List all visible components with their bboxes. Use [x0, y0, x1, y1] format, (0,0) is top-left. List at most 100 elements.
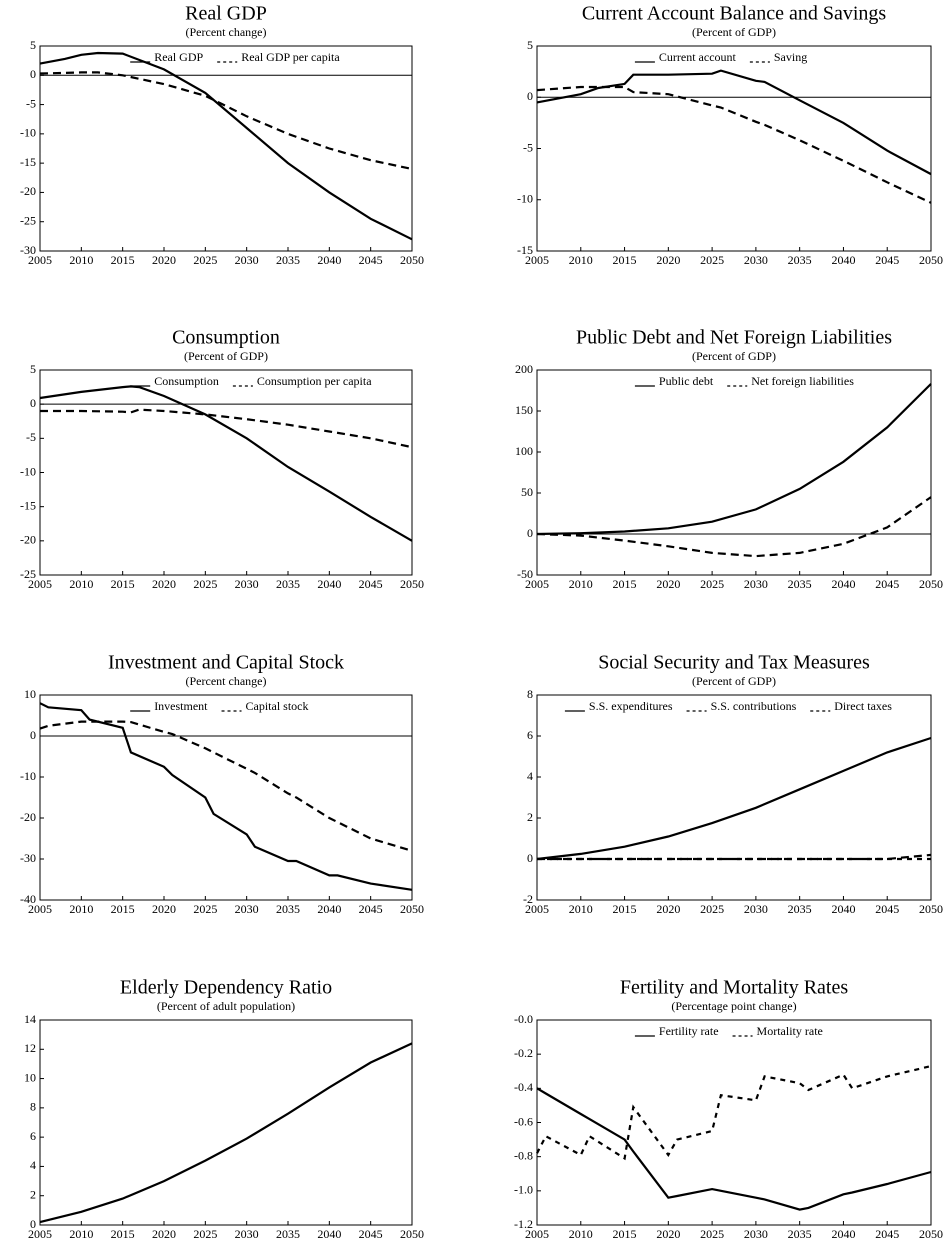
x-tick-label: 2015: [613, 902, 637, 916]
x-tick-label: 2005: [525, 577, 549, 591]
x-tick-label: 2050: [919, 253, 943, 267]
chart-subtitle: (Percent of GDP): [692, 25, 776, 39]
series-line: [39, 71, 413, 171]
x-tick-label: 2035: [276, 1227, 300, 1241]
y-tick-label: 50: [521, 485, 533, 499]
y-tick-label: 2: [527, 810, 533, 824]
legend-label: Net foreign liabilities: [751, 374, 854, 388]
x-tick-label: 2010: [69, 577, 93, 591]
y-tick-label: -15: [20, 155, 36, 169]
x-tick-label: 2045: [359, 1227, 383, 1241]
y-tick-label: 0: [30, 1217, 36, 1231]
series-line: [537, 853, 932, 861]
y-tick-label: -20: [20, 810, 36, 824]
x-tick-label: 2050: [919, 577, 943, 591]
x-tick-label: 2015: [613, 577, 637, 591]
chart-subtitle: (Percent change): [186, 674, 267, 688]
legend-label: Consumption: [154, 374, 219, 388]
y-tick-label: 5: [30, 38, 36, 52]
chart-title: Social Security and Tax Measures: [598, 652, 870, 674]
x-tick-label: 2005: [28, 253, 52, 267]
y-tick-label: 12: [24, 1041, 36, 1055]
series-line: [39, 702, 413, 891]
x-tick-label: 2005: [28, 902, 52, 916]
chart-title: Real GDP: [185, 3, 267, 25]
x-tick-label: 2025: [193, 577, 217, 591]
legend-label: Current account: [659, 50, 737, 64]
x-tick-label: 2005: [28, 577, 52, 591]
y-tick-label: -0.8: [514, 1148, 533, 1162]
series-line: [536, 85, 932, 204]
x-tick-label: 2010: [69, 253, 93, 267]
y-tick-label: -20: [20, 533, 36, 547]
series-line: [39, 720, 413, 852]
legend-label: Real GDP per capita: [241, 50, 340, 64]
y-tick-label: -25: [20, 567, 36, 581]
y-tick-label: -30: [20, 243, 36, 257]
x-tick-label: 2045: [875, 253, 899, 267]
y-tick-label: 0: [527, 526, 533, 540]
chart-subtitle: (Percent change): [186, 25, 267, 39]
y-tick-label: 14: [24, 1012, 36, 1026]
series-line: [536, 736, 932, 861]
x-tick-label: 2030: [744, 1227, 768, 1241]
x-tick-label: 2040: [831, 253, 855, 267]
x-tick-label: 2040: [831, 902, 855, 916]
legend-label: Direct taxes: [834, 699, 892, 713]
x-tick-label: 2010: [569, 902, 593, 916]
x-tick-label: 2035: [276, 902, 300, 916]
chart-subtitle: (Percent of GDP): [692, 349, 776, 363]
x-tick-label: 2025: [700, 253, 724, 267]
x-tick-label: 2045: [875, 1227, 899, 1241]
x-tick-label: 2035: [788, 253, 812, 267]
x-tick-label: 2045: [875, 902, 899, 916]
legend-label: Public debt: [659, 374, 714, 388]
x-tick-label: 2025: [700, 902, 724, 916]
y-tick-label: 150: [515, 403, 533, 417]
y-tick-label: 100: [515, 444, 533, 458]
x-tick-label: 2050: [400, 253, 424, 267]
y-tick-label: 0: [30, 67, 36, 81]
y-tick-label: 6: [30, 1129, 36, 1143]
y-tick-label: 4: [30, 1158, 36, 1172]
x-tick-label: 2020: [152, 1227, 176, 1241]
y-tick-label: -20: [20, 184, 36, 198]
x-tick-label: 2025: [193, 902, 217, 916]
x-tick-label: 2015: [613, 253, 637, 267]
series-line: [536, 383, 932, 536]
x-tick-label: 2040: [317, 253, 341, 267]
x-tick-label: 2040: [831, 1227, 855, 1241]
y-tick-label: 0: [30, 396, 36, 410]
series-line: [536, 1065, 932, 1161]
series-line: [39, 1042, 413, 1224]
x-tick-label: 2005: [525, 253, 549, 267]
x-tick-label: 2030: [235, 1227, 259, 1241]
x-tick-label: 2015: [613, 1227, 637, 1241]
x-tick-label: 2045: [359, 253, 383, 267]
legend-label: Investment: [154, 699, 208, 713]
x-tick-label: 2025: [700, 577, 724, 591]
chart-title: Fertility and Mortality Rates: [620, 977, 849, 999]
y-tick-label: 5: [527, 38, 533, 52]
series-line: [40, 408, 413, 449]
plot-frame: [536, 45, 932, 252]
x-tick-label: 2050: [919, 902, 943, 916]
x-tick-label: 2020: [656, 577, 680, 591]
x-tick-label: 2025: [193, 1227, 217, 1241]
y-tick-label: 0: [527, 89, 533, 103]
series-line: [536, 1087, 932, 1211]
legend-label: S.S. contributions: [711, 699, 797, 713]
series-line: [536, 496, 932, 558]
y-tick-label: 6: [527, 728, 533, 742]
x-tick-label: 2035: [276, 253, 300, 267]
x-tick-label: 2030: [235, 253, 259, 267]
chart-subtitle: (Percent of adult population): [157, 999, 295, 1013]
y-tick-label: -50: [517, 567, 533, 581]
series-line: [39, 385, 413, 542]
plot-frame: [39, 45, 413, 252]
x-tick-label: 2010: [569, 253, 593, 267]
y-tick-label: -10: [517, 192, 533, 206]
y-tick-label: 8: [527, 687, 533, 701]
x-tick-label: 2020: [656, 253, 680, 267]
